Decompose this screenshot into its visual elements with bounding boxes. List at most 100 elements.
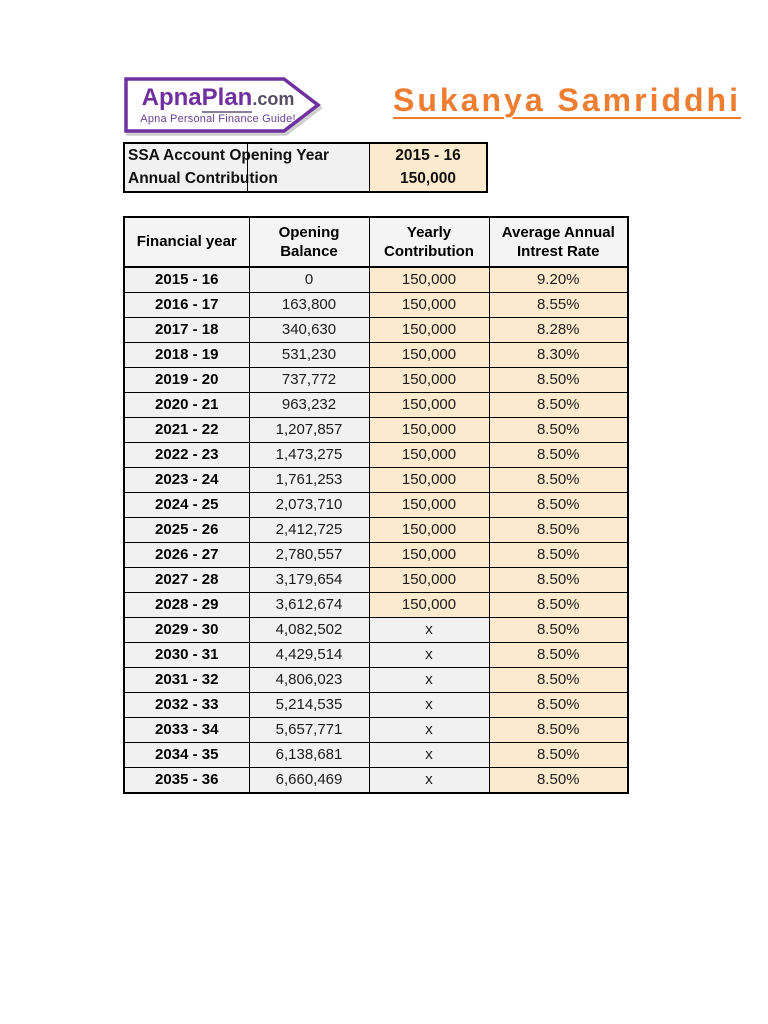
opening-balance-cell: 2,073,710	[248, 492, 370, 518]
summary-labels: SSA Account Opening Year Annual Contribu…	[125, 144, 369, 191]
ssa-table-header-row: Financial year Opening Balance Yearly Cont…	[123, 216, 629, 268]
brand-tagline: Apna Personal Finance Guide!	[140, 113, 296, 125]
opening-balance-cell: 163,800	[248, 292, 370, 318]
interest-rate-cell: 8.28%	[488, 317, 629, 343]
contribution-cell: 150,000	[368, 442, 490, 468]
opening-balance-cell: 1,207,857	[248, 417, 370, 443]
table-row: 2024 - 25 2,073,710 150,000 8.50%	[123, 492, 629, 518]
contribution-cell: x	[368, 767, 490, 794]
contribution-cell: x	[368, 742, 490, 768]
financial-year-cell: 2015 - 16	[123, 266, 250, 293]
contribution-cell: 150,000	[368, 342, 490, 368]
summary-value-annual-contribution: 150,000	[399, 170, 457, 187]
interest-rate-cell: 8.50%	[488, 492, 629, 518]
opening-balance-cell: 4,806,023	[248, 667, 370, 693]
contribution-cell: 150,000	[368, 467, 490, 493]
contribution-cell: 150,000	[368, 517, 490, 543]
contribution-cell: 150,000	[368, 292, 490, 318]
table-row: 2027 - 28 3,179,654 150,000 8.50%	[123, 567, 629, 593]
contribution-cell: 150,000	[368, 266, 490, 293]
page-title: Sukanya Samriddhi	[393, 82, 741, 118]
opening-balance-cell: 1,761,253	[248, 467, 370, 493]
opening-balance-cell: 2,780,557	[248, 542, 370, 568]
table-row: 2023 - 24 1,761,253 150,000 8.50%	[123, 467, 629, 493]
opening-balance-cell: 5,214,535	[248, 692, 370, 718]
summary-box: SSA Account Opening Year Annual Contribu…	[123, 142, 488, 193]
summary-values: 2015 - 16 150,000	[369, 144, 486, 191]
financial-year-cell: 2022 - 23	[123, 442, 250, 468]
contribution-cell: 150,000	[368, 542, 490, 568]
opening-balance-cell: 737,772	[248, 367, 370, 393]
financial-year-cell: 2034 - 35	[123, 742, 250, 768]
interest-rate-cell: 8.50%	[488, 767, 629, 794]
interest-rate-cell: 8.30%	[488, 342, 629, 368]
contribution-cell: 150,000	[368, 492, 490, 518]
interest-rate-cell: 8.50%	[488, 417, 629, 443]
opening-balance-cell: 4,082,502	[248, 617, 370, 643]
table-row: 2033 - 34 5,657,771 x 8.50%	[123, 717, 629, 743]
table-row: 2028 - 29 3,612,674 150,000 8.50%	[123, 592, 629, 618]
opening-balance-cell: 2,412,725	[248, 517, 370, 543]
opening-balance-cell: 531,230	[248, 342, 370, 368]
table-row: 2025 - 26 2,412,725 150,000 8.50%	[123, 517, 629, 543]
opening-balance-cell: 3,612,674	[248, 592, 370, 618]
interest-rate-cell: 8.50%	[488, 592, 629, 618]
interest-rate-cell: 8.50%	[488, 367, 629, 393]
table-row: 2019 - 20 737,772 150,000 8.50%	[123, 367, 629, 393]
contribution-cell: x	[368, 617, 490, 643]
financial-year-cell: 2032 - 33	[123, 692, 250, 718]
opening-balance-cell: 4,429,514	[248, 642, 370, 668]
financial-year-cell: 2030 - 31	[123, 642, 250, 668]
contribution-cell: x	[368, 642, 490, 668]
contribution-cell: 150,000	[368, 567, 490, 593]
table-row: 2022 - 23 1,473,275 150,000 8.50%	[123, 442, 629, 468]
financial-year-cell: 2016 - 17	[123, 292, 250, 318]
brand-apna: Apna	[141, 84, 202, 111]
logo-text: ApnaPlan.com Apna Personal Finance Guide…	[124, 80, 312, 128]
financial-year-cell: 2020 - 21	[123, 392, 250, 418]
financial-year-cell: 2019 - 20	[123, 367, 250, 393]
table-row: 2017 - 18 340,630 150,000 8.28%	[123, 317, 629, 343]
table-row: 2020 - 21 963,232 150,000 8.50%	[123, 392, 629, 418]
financial-year-cell: 2025 - 26	[123, 517, 250, 543]
financial-year-cell: 2029 - 30	[123, 617, 250, 643]
interest-rate-cell: 8.55%	[488, 292, 629, 318]
contribution-cell: 150,000	[368, 317, 490, 343]
interest-rate-cell: 8.50%	[488, 467, 629, 493]
financial-year-cell: 2033 - 34	[123, 717, 250, 743]
brand-plan: Plan	[201, 84, 253, 113]
ssa-table-body: 2015 - 16 0 150,000 9.20% 2016 - 17 163,800 15…	[123, 266, 629, 794]
interest-rate-cell: 8.50%	[488, 667, 629, 693]
table-row: 2034 - 35 6,138,681 x 8.50%	[123, 742, 629, 768]
summary-value-opening-year: 2015 - 16	[395, 147, 461, 164]
opening-balance-cell: 5,657,771	[248, 717, 370, 743]
financial-year-cell: 2026 - 27	[123, 542, 250, 568]
summary-label-annual-contribution: Annual Contribution	[128, 170, 278, 187]
table-row: 2030 - 31 4,429,514 x 8.50%	[123, 642, 629, 668]
apnaplan-logo: ApnaPlan.com Apna Personal Finance Guide…	[124, 76, 322, 134]
table-row: 2016 - 17 163,800 150,000 8.55%	[123, 292, 629, 318]
table-row: 2029 - 30 4,082,502 x 8.50%	[123, 617, 629, 643]
brand-name: ApnaPlan.com	[124, 84, 312, 113]
table-row: 2026 - 27 2,780,557 150,000 8.50%	[123, 542, 629, 568]
opening-balance-cell: 6,660,469	[248, 767, 370, 794]
contribution-cell: 150,000	[368, 417, 490, 443]
opening-balance-cell: 3,179,654	[248, 567, 370, 593]
interest-rate-cell: 8.50%	[488, 617, 629, 643]
summary-label-opening-year: SSA Account Opening Year	[128, 147, 329, 164]
summary-gridline	[247, 144, 248, 191]
logo-arrow-icon	[124, 77, 321, 133]
interest-rate-cell: 8.50%	[488, 717, 629, 743]
financial-year-cell: 2024 - 25	[123, 492, 250, 518]
table-row: 2031 - 32 4,806,023 x 8.50%	[123, 667, 629, 693]
contribution-cell: x	[368, 717, 490, 743]
interest-rate-cell: 8.50%	[488, 692, 629, 718]
column-header: Yearly Contribution	[368, 216, 490, 268]
contribution-cell: 150,000	[368, 392, 490, 418]
financial-year-cell: 2017 - 18	[123, 317, 250, 343]
interest-rate-cell: 8.50%	[488, 442, 629, 468]
financial-year-cell: 2018 - 19	[123, 342, 250, 368]
table-row: 2021 - 22 1,207,857 150,000 8.50%	[123, 417, 629, 443]
brand-tld: .com	[252, 89, 295, 109]
